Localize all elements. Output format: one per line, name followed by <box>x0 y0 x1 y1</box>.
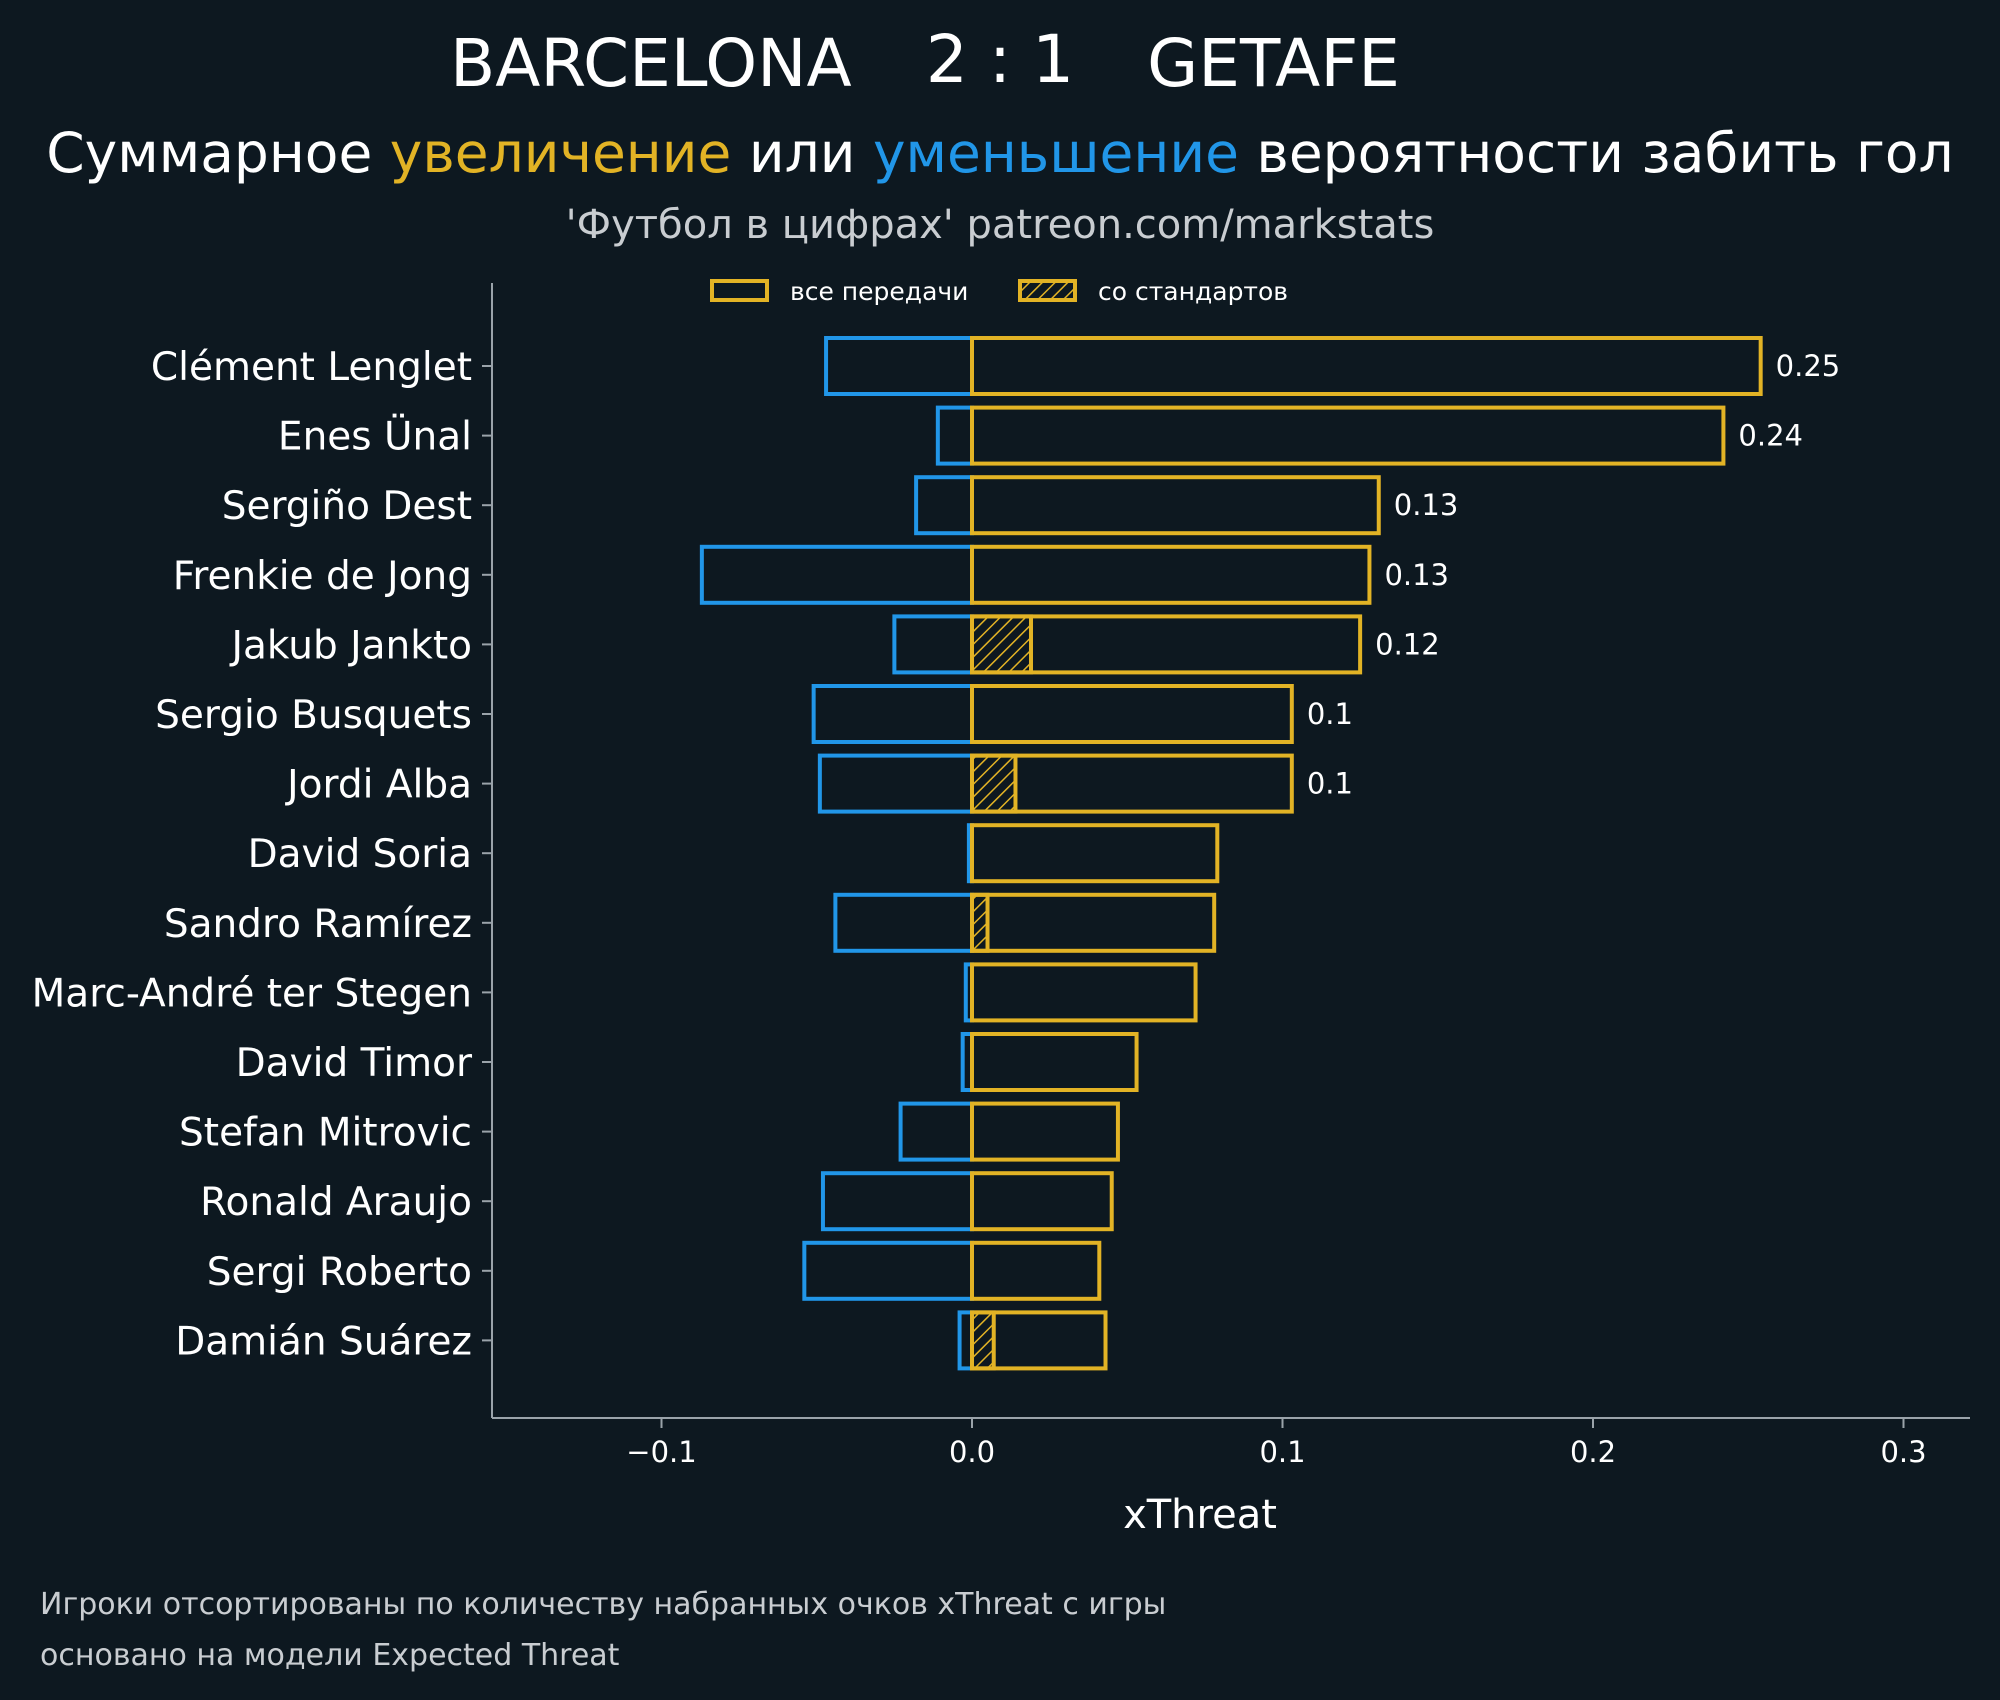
home-team-name: BARCELONA <box>450 25 852 102</box>
decrease-bar <box>811 684 975 744</box>
match-score: 2 : 1 <box>926 21 1074 98</box>
decrease-bar <box>898 1101 975 1162</box>
player-row: Enes Ünal 0.24 <box>278 405 1803 466</box>
decrease-bar <box>824 336 974 396</box>
player-row: Ronald Araujo <box>200 1171 1114 1232</box>
player-row: Marc-André ter Stegen <box>32 962 1198 1023</box>
player-name-label: Jakub Jankto <box>228 623 472 668</box>
increase-bar <box>970 475 1381 536</box>
increase-bar <box>970 823 1220 884</box>
set-piece-bar <box>970 892 990 953</box>
set-piece-bar <box>970 1310 996 1371</box>
legend: все передачи со стандартов <box>710 277 1288 306</box>
player-name-label: Enes Ünal <box>278 414 472 460</box>
decrease-bar <box>914 475 974 536</box>
x-tick-label: −0.1 <box>626 1435 696 1469</box>
legend-swatch-all-passes <box>710 279 769 302</box>
x-axis-ticks: −0.1 0.0 0.1 0.2 0.3 <box>626 1418 1927 1469</box>
increase-bar <box>970 962 1198 1023</box>
chart-subtitle: Суммарное увеличение или уменьшение веро… <box>46 121 1953 185</box>
increase-bar <box>970 684 1294 744</box>
bar-value-label: 0.13 <box>1384 558 1449 592</box>
increase-bar <box>970 1171 1114 1232</box>
bar-value-label: 0.13 <box>1394 488 1459 522</box>
increase-bar <box>970 753 1294 814</box>
x-tick-label: 0.3 <box>1880 1435 1926 1469</box>
player-name-label: Stefan Mitrovic <box>179 1111 472 1156</box>
increase-bar <box>970 544 1372 605</box>
subtitle-part-2: или <box>731 121 873 185</box>
decrease-bar <box>892 614 974 675</box>
bar-value-label: 0.25 <box>1776 349 1841 383</box>
player-row: Jordi Alba 0.1 <box>284 753 1353 814</box>
decrease-bar <box>833 892 974 953</box>
legend-label-set-pieces: со стандартов <box>1098 277 1288 306</box>
bar-value-label: 0.12 <box>1375 627 1440 661</box>
decrease-bar <box>802 1240 975 1301</box>
set-piece-bar <box>970 753 1018 814</box>
player-name-label: Ronald Araujo <box>200 1180 472 1225</box>
subtitle-decrease-word: уменьшение <box>873 121 1239 185</box>
increase-bar <box>970 892 1217 953</box>
player-name-label: Sergiño Dest <box>222 484 472 529</box>
footnote-sorting: Игроки отсортированы по количеству набра… <box>40 1587 1166 1622</box>
decrease-bar <box>817 753 974 814</box>
legend-label-all-passes: все передачи <box>790 277 968 306</box>
decrease-bar <box>820 1171 975 1232</box>
player-name-label: Damián Suárez <box>175 1319 472 1364</box>
player-name-label: Sergi Roberto <box>207 1250 472 1295</box>
player-name-label: Clément Lenglet <box>151 345 472 390</box>
subtitle-part-3: вероятности забить гол <box>1239 121 1954 185</box>
bar-value-label: 0.1 <box>1307 697 1353 731</box>
player-row: Frenkie de Jong 0.13 <box>173 544 1449 605</box>
player-name-label: Jordi Alba <box>284 763 472 808</box>
player-row: Clément Lenglet 0.25 <box>151 336 1841 396</box>
player-row: Jakub Jankto 0.12 <box>228 614 1440 675</box>
away-team-name: GETAFE <box>1147 25 1400 102</box>
player-name-label: Sandro Ramírez <box>164 902 472 947</box>
x-tick-label: 0.1 <box>1259 1435 1305 1469</box>
player-row: Sandro Ramírez <box>164 892 1217 953</box>
player-name-label: Frenkie de Jong <box>173 554 472 599</box>
player-rows: Clément Lenglet 0.25 Enes Ünal 0.24 Sergiño … <box>32 336 1841 1371</box>
increase-bar <box>970 405 1726 466</box>
decrease-bar <box>935 405 974 466</box>
player-row: Sergio Busquets 0.1 <box>155 684 1353 744</box>
x-tick-label: 0.0 <box>949 1435 995 1469</box>
set-piece-bar <box>970 614 1033 675</box>
increase-bar <box>970 1101 1120 1162</box>
increase-bar <box>970 1240 1102 1301</box>
legend-swatch-set-pieces <box>1018 279 1077 302</box>
decrease-bar <box>699 544 974 605</box>
subtitle-increase-word: увеличение <box>390 121 732 185</box>
player-name-label: Sergio Busquets <box>155 693 472 738</box>
subtitle-part-1: Суммарное <box>46 121 389 185</box>
player-row: Sergi Roberto <box>207 1240 1102 1301</box>
player-row: Stefan Mitrovic <box>179 1101 1120 1162</box>
footnote-model: основано на модели Expected Threat <box>40 1638 620 1673</box>
increase-bar <box>970 1310 1108 1371</box>
increase-bar <box>970 336 1763 396</box>
player-row: Damián Suárez <box>175 1310 1108 1371</box>
player-row: David Timor <box>236 1032 1139 1092</box>
player-row: David Soria <box>248 823 1220 884</box>
player-row: Sergiño Dest 0.13 <box>222 475 1459 536</box>
bar-value-label: 0.24 <box>1738 419 1803 453</box>
increase-bar <box>970 1032 1139 1092</box>
player-name-label: David Soria <box>248 832 472 877</box>
player-name-label: Marc-André ter Stegen <box>32 971 472 1016</box>
credit-line: 'Футбол в цифрах' patreon.com/markstats <box>566 202 1435 248</box>
increase-bar <box>970 614 1363 675</box>
player-name-label: David Timor <box>236 1041 473 1086</box>
x-tick-label: 0.2 <box>1570 1435 1616 1469</box>
x-axis-label: xThreat <box>1123 1492 1277 1538</box>
bar-value-label: 0.1 <box>1307 767 1353 801</box>
